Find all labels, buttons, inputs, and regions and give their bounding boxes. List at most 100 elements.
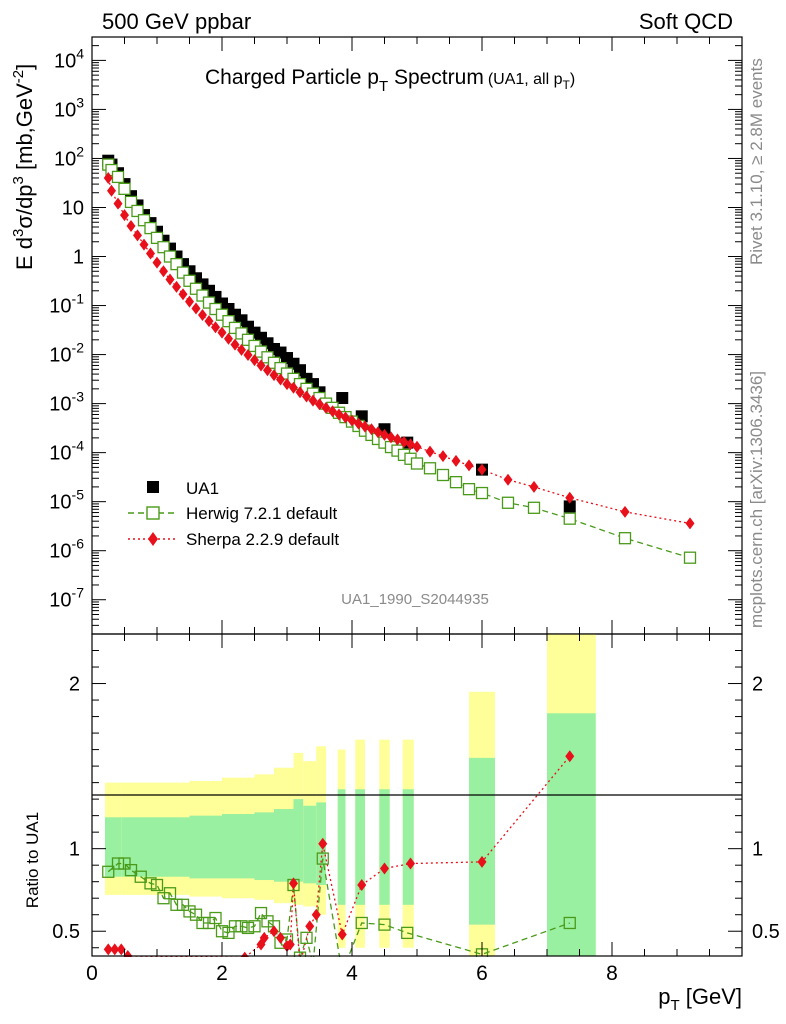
herwig-ratio-point bbox=[150, 878, 164, 892]
herwig-ratio-point bbox=[144, 877, 157, 890]
top-y-tick-label: 1 bbox=[73, 247, 84, 269]
sherpa-point bbox=[464, 459, 474, 472]
herwig-ratio-point bbox=[196, 916, 209, 930]
sherpa-point bbox=[230, 338, 240, 351]
herwig-ratio-point bbox=[355, 916, 368, 930]
sherpa-ratio-point bbox=[110, 943, 120, 956]
herwig-point bbox=[222, 315, 235, 328]
ua1-point bbox=[336, 392, 349, 405]
stat-band bbox=[293, 799, 304, 882]
sherpa-ratio-point bbox=[276, 931, 285, 944]
ratio-series-lines bbox=[107, 755, 571, 975]
header-left: 500 GeV ppbar bbox=[102, 9, 251, 34]
herwig-ratio-point bbox=[215, 925, 229, 938]
sherpa-ratio-point bbox=[269, 925, 279, 938]
sherpa-point bbox=[315, 398, 324, 411]
stat-band bbox=[254, 812, 274, 881]
sherpa-point bbox=[295, 386, 305, 399]
stat-band bbox=[303, 805, 317, 884]
sherpa-ratio-point bbox=[285, 938, 295, 951]
sherpa-ratio-point bbox=[311, 908, 321, 921]
herwig-point bbox=[436, 468, 450, 482]
top-title: Charged Particle pT Spectrum (UA1, all pT… bbox=[205, 66, 575, 95]
ratio-line-1 bbox=[108, 755, 571, 965]
ratio-y-ticks: 0.5 0.5 1 1 2 2 bbox=[52, 650, 780, 949]
sherpa-point bbox=[152, 256, 162, 269]
herwig-ratio-point bbox=[254, 906, 268, 920]
stat-band bbox=[469, 757, 495, 925]
sherpa-point bbox=[302, 390, 311, 403]
series-line-2 bbox=[107, 177, 691, 525]
herwig-point bbox=[189, 282, 203, 295]
sherpa-ratio-point bbox=[259, 931, 269, 944]
sherpa-point bbox=[451, 454, 461, 467]
sherpa-point bbox=[217, 326, 227, 339]
sherpa-point bbox=[565, 491, 575, 504]
ratio-bottom-mask bbox=[0, 957, 786, 1024]
sherpa-point bbox=[211, 321, 220, 334]
stat-band bbox=[355, 789, 365, 905]
herwig-ratio-point bbox=[111, 857, 125, 870]
stat-band bbox=[379, 789, 390, 905]
sherpa-point bbox=[139, 238, 149, 251]
stat-band bbox=[337, 789, 346, 905]
x-tick-label: 6 bbox=[476, 962, 488, 985]
herwig-ratio-point bbox=[316, 852, 329, 865]
legend-sherpa-marker bbox=[148, 532, 158, 546]
sherpa-ratio-point bbox=[305, 920, 315, 933]
sherpa-ratio-point bbox=[289, 877, 298, 890]
top-y-tick-label: 102 bbox=[54, 143, 84, 170]
sherpa-point bbox=[107, 184, 116, 197]
sherpa-point bbox=[256, 359, 266, 372]
herwig-point bbox=[423, 462, 437, 475]
sherpa-point bbox=[529, 480, 539, 493]
herwig-ratio-point bbox=[134, 870, 147, 883]
ratio-y-tick-label-right: 1 bbox=[752, 839, 763, 861]
herwig-point bbox=[215, 308, 229, 321]
sherpa-point bbox=[165, 273, 175, 286]
ratio-y-tick-label-left: 1 bbox=[69, 839, 80, 861]
herwig-ratio-point bbox=[176, 898, 190, 911]
herwig-point bbox=[475, 486, 489, 500]
stat-band bbox=[222, 813, 255, 879]
x-tick-label: 2 bbox=[216, 962, 228, 985]
sherpa-point bbox=[172, 280, 181, 293]
herwig-ratio-point bbox=[228, 920, 242, 933]
sherpa-point bbox=[477, 463, 487, 476]
stat-band bbox=[402, 789, 414, 905]
herwig-point bbox=[563, 512, 576, 525]
sherpa-point bbox=[425, 445, 435, 458]
sherpa-point bbox=[620, 505, 630, 518]
herwig-ratio-point bbox=[235, 920, 248, 933]
sherpa-ratio-point bbox=[116, 943, 126, 956]
stat-band bbox=[157, 817, 190, 877]
ratio-y-tick-label-left: 0.5 bbox=[52, 921, 80, 943]
herwig-point bbox=[618, 532, 632, 545]
top-y-tick-label: 10-1 bbox=[49, 291, 84, 318]
top-y-tick-label: 10-5 bbox=[49, 487, 84, 514]
top-y-tick-label: 10-6 bbox=[49, 536, 84, 563]
sherpa-point bbox=[393, 433, 402, 446]
legend-herwig-marker bbox=[146, 506, 160, 520]
herwig-point bbox=[527, 501, 541, 514]
sherpa-point bbox=[113, 197, 123, 210]
sherpa-point bbox=[263, 364, 272, 377]
herwig-ratio-point bbox=[170, 898, 183, 911]
herwig-point bbox=[111, 170, 125, 184]
legend: UA1 Herwig 7.2.1 default Sherpa 2.2.9 de… bbox=[128, 479, 339, 549]
sherpa-point bbox=[308, 394, 318, 407]
herwig-ratio-point bbox=[183, 905, 196, 918]
herwig-point bbox=[176, 266, 190, 279]
sherpa-point bbox=[406, 438, 415, 451]
herwig-ratio-point bbox=[163, 887, 177, 900]
rivet-label: Rivet 3.1.10, ≥ 2.8M events bbox=[747, 58, 766, 265]
herwig-point bbox=[170, 257, 183, 271]
herwig-point bbox=[144, 221, 157, 235]
sherpa-point bbox=[380, 428, 389, 441]
sherpa-point bbox=[289, 381, 298, 394]
sherpa-ratio-point bbox=[406, 857, 415, 870]
top-x-ticks bbox=[91, 37, 743, 634]
ratio-y-tick-label-right: 0.5 bbox=[752, 921, 780, 943]
herwig-point bbox=[131, 204, 144, 218]
